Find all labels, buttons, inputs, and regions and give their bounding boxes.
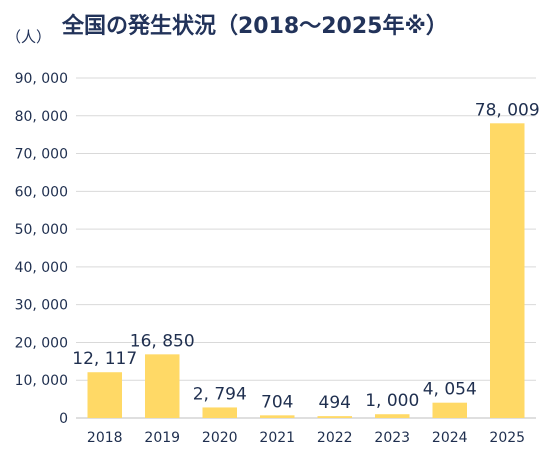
x-tick-label-2022: 2022	[317, 430, 353, 446]
value-label-2024: 4, 054	[423, 380, 477, 400]
x-tick-label-2019: 2019	[144, 430, 180, 446]
unit-label: （人）	[6, 28, 52, 46]
y-tick-label: 10, 000	[15, 373, 68, 389]
y-tick-label: 60, 000	[15, 184, 68, 200]
y-tick-label: 70, 000	[15, 147, 68, 163]
value-label-2019: 16, 850	[130, 331, 195, 351]
value-label-2018: 12, 117	[72, 349, 137, 369]
x-tick-label-2023: 2023	[374, 430, 410, 446]
y-tick-label: 20, 000	[15, 335, 68, 351]
y-axis: 0 10, 000 20, 000 30, 000 40, 000 50, 000 60, …	[15, 71, 68, 427]
y-tick-label: 30, 000	[15, 298, 68, 314]
bar-2023	[375, 414, 410, 418]
x-tick-label-2020: 2020	[202, 430, 238, 446]
value-label-2020: 2, 794	[193, 384, 247, 404]
y-tick-label: 50, 000	[15, 222, 68, 238]
bar-2021	[260, 415, 295, 418]
x-tick-label-2018: 2018	[87, 430, 123, 446]
bars	[87, 123, 525, 419]
y-tick-label: 0	[59, 411, 68, 427]
bar-2020	[202, 407, 237, 418]
bar-2018	[87, 372, 122, 418]
value-label-2023: 1, 000	[365, 391, 419, 411]
value-label-2021: 704	[261, 392, 293, 412]
x-axis: 2018 2019 2020 2021 2022 2023 2024 2025	[87, 430, 525, 446]
bar-2024	[432, 402, 467, 418]
x-tick-label-2021: 2021	[259, 430, 295, 446]
x-tick-label-2025: 2025	[489, 430, 525, 446]
value-label-2022: 494	[319, 393, 351, 413]
bar-2022	[317, 416, 352, 418]
value-label-2025: 78, 009	[475, 100, 540, 120]
y-tick-label: 40, 000	[15, 260, 68, 276]
bar-2025	[490, 123, 525, 419]
chart-title: 全国の発生状況（2018～2025年※）	[62, 14, 448, 39]
x-tick-label-2024: 2024	[432, 430, 468, 446]
y-tick-label: 80, 000	[15, 109, 68, 125]
bar-2019	[145, 354, 180, 418]
y-tick-label: 90, 000	[15, 71, 68, 87]
